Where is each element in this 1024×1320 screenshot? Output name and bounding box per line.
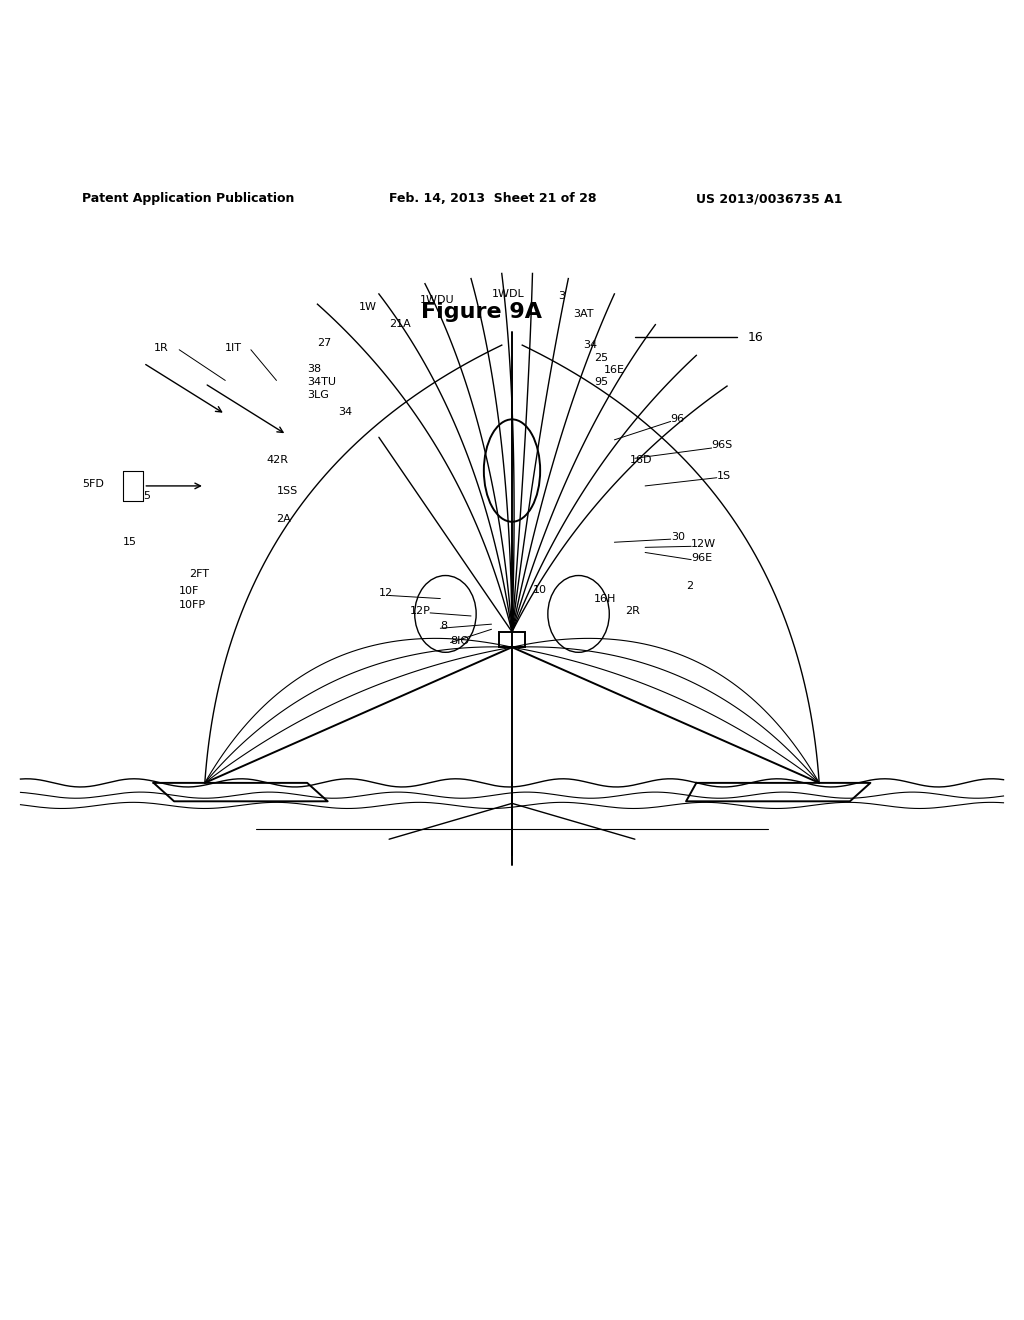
- Text: 1W: 1W: [358, 302, 377, 312]
- Text: 1SS: 1SS: [276, 486, 298, 496]
- Text: 10FP: 10FP: [179, 599, 206, 610]
- Text: 3AT: 3AT: [573, 309, 594, 319]
- Text: 8IO: 8IO: [451, 635, 470, 645]
- Text: 15: 15: [123, 537, 137, 548]
- Text: 1R: 1R: [154, 343, 168, 352]
- Text: 5FD: 5FD: [82, 479, 103, 488]
- Text: Patent Application Publication: Patent Application Publication: [82, 191, 294, 205]
- Text: 5: 5: [143, 491, 151, 502]
- Text: 12: 12: [379, 589, 393, 598]
- Text: 34: 34: [584, 339, 598, 350]
- Text: 2R: 2R: [625, 606, 640, 616]
- Text: 2A: 2A: [276, 513, 291, 524]
- Text: Figure 9A: Figure 9A: [421, 301, 542, 322]
- Text: 38: 38: [307, 364, 322, 374]
- Text: 1S: 1S: [717, 471, 731, 480]
- Text: 34TU: 34TU: [307, 378, 336, 388]
- Text: 16H: 16H: [594, 594, 616, 603]
- Text: 3LG: 3LG: [307, 389, 329, 400]
- Text: 16E: 16E: [604, 366, 626, 375]
- Text: 1WDL: 1WDL: [492, 289, 524, 300]
- Text: 1WDU: 1WDU: [420, 294, 455, 305]
- Text: US 2013/0036735 A1: US 2013/0036735 A1: [696, 191, 843, 205]
- Text: 10: 10: [532, 585, 547, 595]
- Text: 96: 96: [671, 414, 685, 424]
- Text: 42R: 42R: [266, 455, 288, 466]
- Text: 30: 30: [671, 532, 685, 543]
- Text: 96S: 96S: [712, 440, 733, 450]
- Text: 16D: 16D: [630, 455, 652, 466]
- Text: 34: 34: [338, 407, 352, 417]
- Text: 3: 3: [558, 292, 565, 301]
- Text: 12P: 12P: [410, 606, 430, 616]
- Text: 2: 2: [686, 581, 693, 591]
- Text: 2FT: 2FT: [189, 569, 210, 579]
- Text: 95: 95: [594, 378, 608, 388]
- Text: 8: 8: [440, 622, 447, 631]
- Text: 1IT: 1IT: [225, 343, 243, 352]
- Text: 16: 16: [748, 331, 763, 345]
- Text: 12W: 12W: [691, 540, 717, 549]
- Text: 27: 27: [317, 338, 332, 347]
- Text: 96E: 96E: [691, 553, 713, 562]
- Text: Feb. 14, 2013  Sheet 21 of 28: Feb. 14, 2013 Sheet 21 of 28: [389, 191, 597, 205]
- Text: 10F: 10F: [179, 586, 200, 597]
- Text: 25: 25: [594, 352, 608, 363]
- Text: 21A: 21A: [389, 319, 411, 329]
